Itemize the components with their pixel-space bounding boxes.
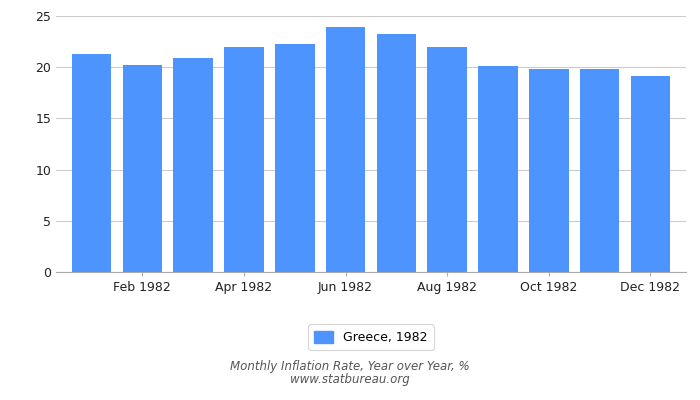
Bar [529, 69, 568, 272]
Bar [428, 47, 467, 272]
Bar [224, 47, 264, 272]
Bar [478, 66, 518, 272]
Bar [326, 27, 365, 272]
Bar [71, 54, 111, 272]
Bar [174, 58, 213, 272]
Text: Monthly Inflation Rate, Year over Year, %: Monthly Inflation Rate, Year over Year, … [230, 360, 470, 373]
Bar [580, 69, 620, 272]
Text: www.statbureau.org: www.statbureau.org [290, 373, 410, 386]
Legend: Greece, 1982: Greece, 1982 [308, 324, 434, 350]
Bar [122, 65, 162, 272]
Bar [377, 34, 416, 272]
Bar [631, 76, 671, 272]
Bar [275, 44, 314, 272]
